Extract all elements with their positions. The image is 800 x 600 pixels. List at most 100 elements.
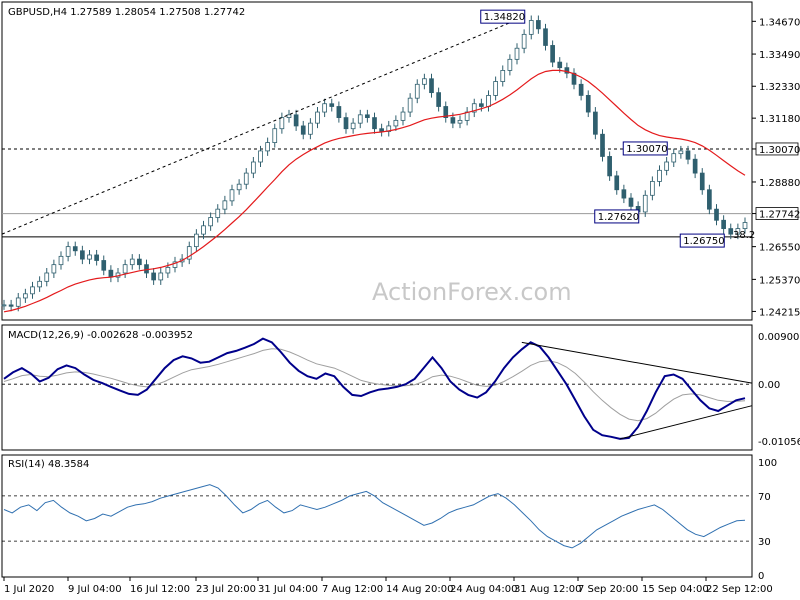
- x-axis-label: 31 Aug 12:00: [514, 584, 581, 595]
- macd-axis-label: -0.010566: [758, 437, 800, 448]
- rsi-axis-label: 100: [758, 458, 777, 469]
- price-axis-label: 1.32330: [759, 82, 800, 93]
- x-axis-label: 16 Jul 12:00: [130, 584, 190, 595]
- candle-body: [457, 119, 463, 124]
- candle-body: [37, 280, 42, 288]
- candle-body: [443, 106, 449, 119]
- candle-body: [642, 194, 648, 213]
- macd-main-line: [3, 337, 746, 440]
- rsi-panel-frame: [1, 454, 753, 578]
- candle-body: [536, 20, 541, 30]
- rsi-line: [3, 484, 746, 549]
- candle-body: [23, 293, 28, 299]
- rsi-layer: [2, 484, 752, 549]
- candle-body: [414, 83, 420, 99]
- price-level-box: [480, 9, 526, 24]
- candle-body: [557, 61, 563, 69]
- candle-body: [678, 150, 684, 155]
- candle-body: [58, 255, 64, 266]
- x-axis-label: 1 Jul 2020: [4, 584, 54, 595]
- candle-body: [208, 217, 213, 227]
- candle-body: [300, 125, 306, 135]
- price-axis-label: 1.34670: [759, 17, 800, 28]
- candle-body: [315, 111, 320, 124]
- price-level-label: 1.27620: [598, 212, 639, 223]
- candle-body: [507, 58, 513, 71]
- candle-body: [607, 156, 612, 177]
- price-level-box: [679, 233, 725, 248]
- candle-body: [564, 67, 570, 74]
- candle-body: [471, 103, 477, 113]
- candle-body: [699, 172, 705, 191]
- dotted-trend-line: [1, 16, 524, 235]
- candle-body: [222, 200, 228, 210]
- candle-body: [343, 117, 349, 130]
- candle-body: [101, 260, 107, 271]
- candle-body: [500, 70, 506, 82]
- price-axis-label: 1.33490: [759, 50, 800, 61]
- candle-body: [664, 161, 669, 171]
- x-axis-label: 14 Aug 20:00: [386, 584, 453, 595]
- candle-body: [251, 161, 256, 174]
- candle-body: [407, 97, 413, 113]
- candle-body: [493, 81, 498, 96]
- price-panel-frame: [1, 1, 753, 321]
- candle-body: [585, 95, 591, 113]
- x-axis-label: 24 Aug 04:00: [450, 584, 517, 595]
- price-axis-label: 1.28880: [759, 178, 800, 189]
- candle-body: [243, 172, 249, 185]
- x-axis-label: 23 Jul 20:00: [196, 584, 256, 595]
- x-axis-label: 22 Sep 12:00: [706, 584, 773, 595]
- macd-upper-trend-line: [521, 341, 753, 384]
- candle-body: [400, 111, 406, 121]
- candle-body: [258, 150, 263, 163]
- candle-body: [322, 103, 327, 113]
- candle-body: [735, 228, 741, 235]
- x-axis-label: 9 Jul 04:00: [68, 584, 122, 595]
- candle-body: [80, 250, 85, 260]
- candle-body: [593, 111, 598, 135]
- candle-body: [379, 128, 384, 132]
- fib-label: 38.2: [733, 230, 755, 241]
- axis-layer: 1.34670 1.33490 1.32330 1.31180 1.30070 1.288…: [3, 17, 800, 595]
- candle-body: [450, 117, 456, 124]
- candle-body: [215, 208, 221, 218]
- x-axis-label: 7 Aug 12:00: [322, 584, 383, 595]
- price-level-box: [622, 141, 668, 156]
- price-level-label: 1.34820: [484, 12, 525, 23]
- price-layer: 1.34820 1.30070 1.27620 1.26750 38.2: [1, 9, 755, 313]
- candle-body: [65, 246, 71, 257]
- moving-average-line: [3, 69, 746, 313]
- candle-body: [272, 128, 278, 143]
- macd-layer: [2, 337, 753, 440]
- rsi-header: RSI(14) 48.3584: [8, 459, 89, 470]
- candle-body: [436, 92, 441, 107]
- candle-body: [685, 150, 691, 160]
- candle-body: [628, 197, 634, 207]
- rsi-axis-label: 0: [758, 571, 764, 582]
- x-axis-label: 7 Sep 20:00: [578, 584, 638, 595]
- macd-axis-label: 0.009003: [758, 332, 800, 343]
- price-header: GBPUSD,H4 1.27589 1.28054 1.27508 1.2774…: [8, 7, 245, 18]
- candle-body: [94, 254, 99, 261]
- x-axis-label: 31 Jul 04:00: [258, 584, 318, 595]
- candle-body: [600, 133, 605, 157]
- candle-body: [728, 228, 734, 235]
- candle-body: [543, 28, 548, 46]
- candle-body: [692, 158, 698, 174]
- candle-body: [201, 225, 206, 235]
- macd-panel-frame: [1, 324, 753, 451]
- candle-body: [229, 189, 235, 202]
- candle-body: [265, 142, 270, 152]
- candle-body: [72, 246, 78, 252]
- candle-body: [286, 114, 292, 119]
- candle-body: [51, 264, 57, 274]
- price-axis-highlight-box: [755, 142, 799, 156]
- price-level-label: 1.26750: [683, 236, 724, 247]
- rsi-axis-label: 30: [758, 537, 771, 548]
- price-axis-label: 1.30070: [759, 145, 800, 156]
- candle-body: [528, 20, 534, 35]
- price-axis-label: 1.26550: [759, 243, 800, 254]
- candle-body: [44, 272, 50, 282]
- candle-body: [422, 78, 427, 85]
